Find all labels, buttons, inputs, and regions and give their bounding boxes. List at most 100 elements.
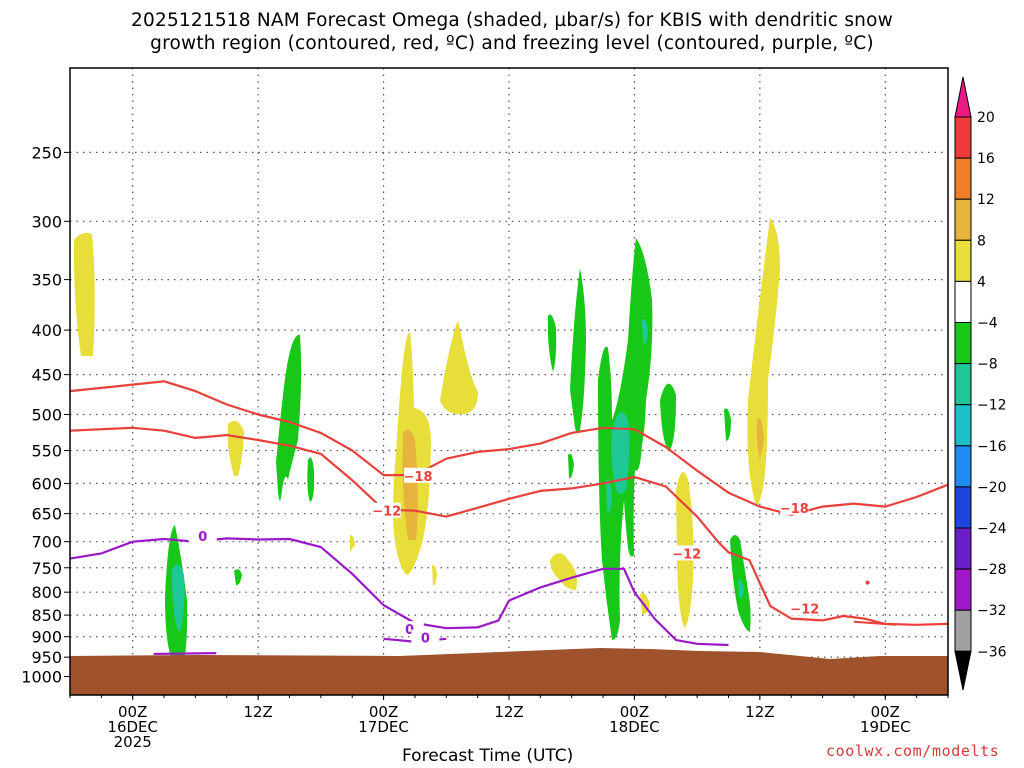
contour-label-bg xyxy=(672,545,701,561)
colorbar-swatch xyxy=(954,568,972,611)
colorbar-label: −8 xyxy=(977,357,998,373)
colorbar-swatch xyxy=(954,157,972,200)
contour-label: 0 xyxy=(421,632,430,647)
omega-blob-teal xyxy=(606,479,612,515)
y-tick-label: 600 xyxy=(31,474,62,493)
y-axis: 250 300 350 400 450 500 550 600 650 700 750 800 850 9… xyxy=(21,143,70,687)
y-tick-label: 250 xyxy=(31,143,62,162)
credit-text: coolwx.com/modelts xyxy=(826,742,1000,760)
y-tick-label: 800 xyxy=(31,583,62,602)
chart-title-line-2: growth region (contoured, red, ºC) and f… xyxy=(150,33,874,54)
omega-blob-green xyxy=(307,457,315,502)
omega-blob-yellow xyxy=(550,553,577,590)
colorbar-label: 8 xyxy=(977,233,986,249)
terrain-surface xyxy=(70,648,948,695)
contour-label: −18 xyxy=(780,502,809,517)
colorbar-swatch xyxy=(954,280,972,323)
omega-blob-teal xyxy=(738,579,744,599)
y-tick-label: 900 xyxy=(31,628,62,647)
contour-label-bg xyxy=(411,629,440,645)
omega-blob-yellow xyxy=(432,565,437,586)
x-tick-label: 00Z xyxy=(620,703,649,721)
colorbar-swatch xyxy=(954,404,972,447)
x-tick-label: 18DEC xyxy=(609,718,660,736)
colorbar-label: 12 xyxy=(977,192,995,208)
y-tick-label: 950 xyxy=(31,648,62,667)
contour-label: −18 xyxy=(404,470,433,485)
omega-blob-yellow xyxy=(73,232,95,356)
colorbar-swatch xyxy=(954,239,972,282)
omega-shading xyxy=(73,218,780,668)
omega-blob-yellow xyxy=(350,535,355,552)
contour-dot xyxy=(865,580,870,585)
omega-blob-green xyxy=(570,268,586,434)
colorbar-label: −20 xyxy=(977,480,1007,496)
omega-blob-green xyxy=(660,383,676,450)
y-tick-label: 700 xyxy=(31,533,62,552)
contour-label: −12 xyxy=(372,505,401,520)
colorbar-label: 16 xyxy=(977,151,995,167)
colorbar-swatch xyxy=(954,609,972,652)
contour-label: −12 xyxy=(790,602,819,617)
y-tick-label: 1000 xyxy=(21,668,62,687)
omega-blob-green xyxy=(276,334,302,501)
contour-label-bg xyxy=(404,467,433,483)
colorbar-label: −12 xyxy=(977,398,1007,414)
omega-blob-green xyxy=(724,408,731,441)
y-tick-label: 350 xyxy=(31,271,62,290)
colorbar-label: −24 xyxy=(977,521,1007,537)
contour-line xyxy=(70,426,948,626)
y-tick-label: 300 xyxy=(31,212,62,231)
colorbar-bottom-arrow xyxy=(954,650,972,691)
contour-label: 0 xyxy=(405,623,414,638)
contour-line xyxy=(153,652,217,656)
colorbar-label: 20 xyxy=(977,110,995,126)
omega-blob-green xyxy=(547,314,557,372)
contour-label-bg xyxy=(780,499,809,515)
colorbar-label: 4 xyxy=(977,274,986,290)
colorbar-swatch xyxy=(954,486,972,529)
colorbar-top-arrow xyxy=(954,76,972,118)
colorbar-swatch xyxy=(954,322,972,365)
x-tick-label: 17DEC xyxy=(358,718,409,736)
x-axis-label: Forecast Time (UTC) xyxy=(402,746,574,766)
contour-label: 0 xyxy=(198,530,207,545)
colorbar-label: −16 xyxy=(977,439,1007,455)
omega-blob-green xyxy=(234,569,242,586)
y-tick-label: 650 xyxy=(31,505,62,524)
colorbar-label: −32 xyxy=(977,603,1007,619)
contour-label-bg xyxy=(790,600,819,616)
omega-blob-teal xyxy=(611,412,630,494)
x-tick-label: 00Z xyxy=(871,703,900,721)
x-tick-label: 19DEC xyxy=(860,718,911,736)
x-tick-label: 2025 xyxy=(114,733,152,751)
contour-label-bg xyxy=(372,502,401,518)
omega-blob-orange xyxy=(756,418,764,460)
colorbar-swatch xyxy=(954,527,972,570)
y-tick-label: 550 xyxy=(31,442,62,461)
colorbar-label: −28 xyxy=(977,562,1007,578)
contour-label: −12 xyxy=(672,547,701,562)
omega-blob-teal xyxy=(172,564,185,632)
x-tick-label: 00Z xyxy=(369,703,398,721)
omega-blob-orange xyxy=(402,429,418,540)
y-tick-label: 400 xyxy=(31,321,62,340)
contour-line xyxy=(853,620,896,626)
x-tick-label: 00Z xyxy=(118,703,147,721)
y-tick-label: 750 xyxy=(31,559,62,578)
colorbar: 20 16 12 8 4 −4 −8 −12 −16 −20 −24 −28 −32 −36 xyxy=(954,76,1007,691)
contour-label-bg xyxy=(188,528,217,544)
y-tick-label: 500 xyxy=(31,405,62,424)
y-tick-label: 450 xyxy=(31,366,62,385)
colorbar-label: −36 xyxy=(977,644,1007,660)
colorbar-swatch xyxy=(954,198,972,241)
chart-title-line-1: 2025121518 NAM Forecast Omega (shaded, µ… xyxy=(131,10,893,31)
x-tick-label: 12Z xyxy=(494,703,523,721)
omega-blob-teal xyxy=(642,319,648,345)
x-tick-label: 12Z xyxy=(745,703,774,721)
colorbar-swatch xyxy=(954,363,972,406)
x-tick-label: 16DEC xyxy=(107,718,158,736)
